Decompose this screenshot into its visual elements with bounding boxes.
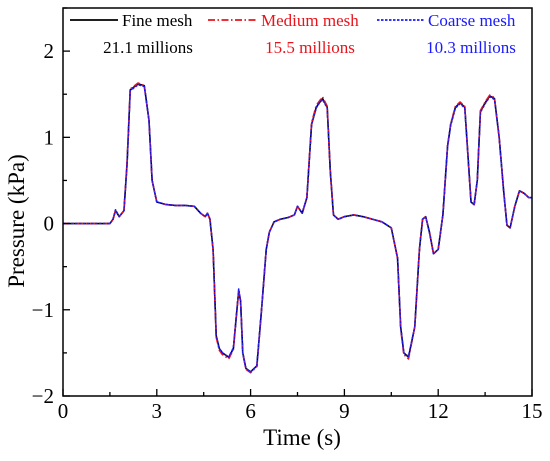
y-tick-label: −1 [32,298,54,322]
y-tick-label: −2 [32,384,54,408]
x-tick-label: 6 [245,399,256,423]
series-line-medium-mesh [63,82,532,374]
x-tick-label: 0 [58,399,69,423]
x-axis-title: Time (s) [263,425,341,450]
legend-note: 21.1 millions [103,38,193,57]
x-tick-label: 3 [152,399,163,423]
series-line-coarse-mesh [63,83,532,373]
x-tick-label: 12 [428,399,449,423]
legend-label: Fine mesh [122,11,193,30]
series-line-fine-mesh [63,83,532,373]
y-tick-label: 1 [44,125,55,149]
legend-note: 10.3 millions [426,38,516,57]
series-layer [63,82,532,374]
x-tick-label: 15 [522,399,543,423]
legend-note: 15.5 millions [265,38,355,57]
plot-frame [62,7,533,397]
y-tick-label: 0 [44,212,55,236]
legend-label: Medium mesh [261,11,359,30]
y-tick-label: 2 [44,39,55,63]
legend-label: Coarse mesh [428,11,516,30]
legend: Fine mesh 21.1 millions Medium mesh 15.5 mi… [70,11,516,57]
y-axis-title: Pressure (kPa) [4,154,29,288]
x-tick-label: 9 [339,399,350,423]
